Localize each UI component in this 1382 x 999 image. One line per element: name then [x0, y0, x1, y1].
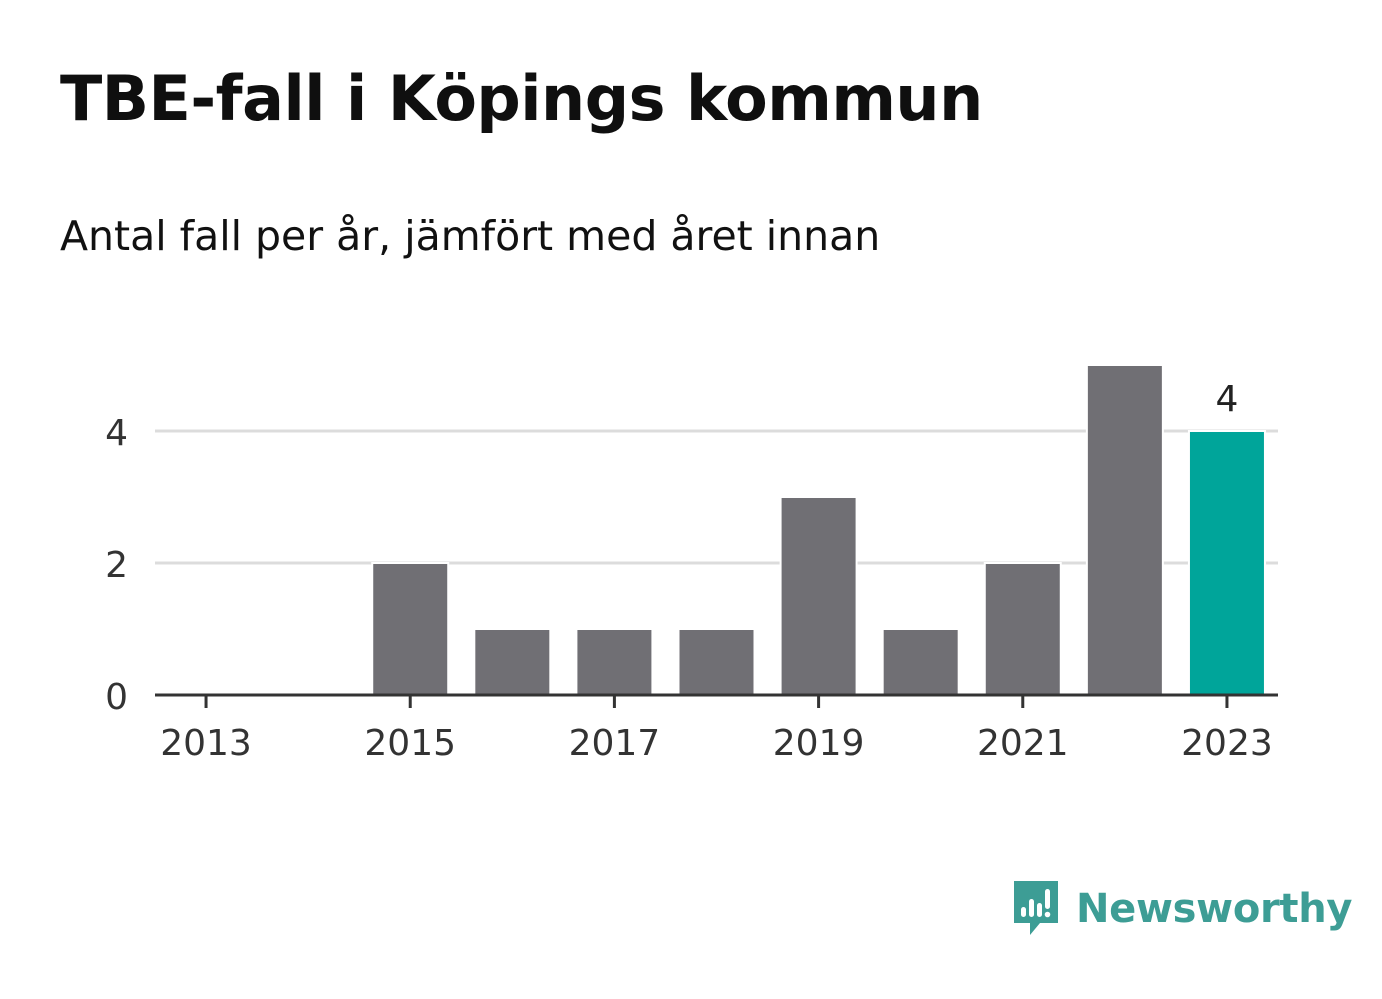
x-tick-label-2015: 2015 — [364, 723, 456, 764]
bar-2018 — [677, 628, 756, 696]
bar-2021 — [983, 562, 1062, 696]
y-tick-label-2: 2 — [105, 545, 128, 586]
newsworthy-logo-icon — [1014, 881, 1058, 935]
labels: 0 2 4 2013 2015 2017 2019 2021 2023 4 — [105, 379, 1273, 764]
x-tick-label-2019: 2019 — [773, 723, 865, 764]
y-tick-label-0: 0 — [105, 677, 128, 718]
x-tick-label-2021: 2021 — [977, 723, 1069, 764]
y-tick-label-4: 4 — [105, 413, 128, 454]
brand-name: Newsworthy — [1076, 886, 1353, 932]
bar-2015 — [371, 562, 450, 696]
bars — [371, 364, 1266, 696]
bar-2020 — [881, 628, 960, 696]
x-tick-label-2023: 2023 — [1181, 723, 1273, 764]
data-label-2023: 4 — [1216, 379, 1239, 420]
bar-2022 — [1085, 364, 1164, 696]
brand-logo: Newsworthy — [1010, 876, 1353, 942]
bar-2017 — [575, 628, 654, 696]
bar-2023 — [1187, 430, 1266, 696]
chart-subtitle: Antal fall per år, jämfört med året inna… — [60, 212, 881, 260]
x-tick-label-2017: 2017 — [569, 723, 661, 764]
axes — [155, 693, 1278, 708]
bar-2019 — [779, 496, 858, 696]
bar-2016 — [473, 628, 552, 696]
x-tick-label-2013: 2013 — [160, 723, 252, 764]
chart-title: TBE-fall i Köpings kommun — [60, 62, 983, 135]
